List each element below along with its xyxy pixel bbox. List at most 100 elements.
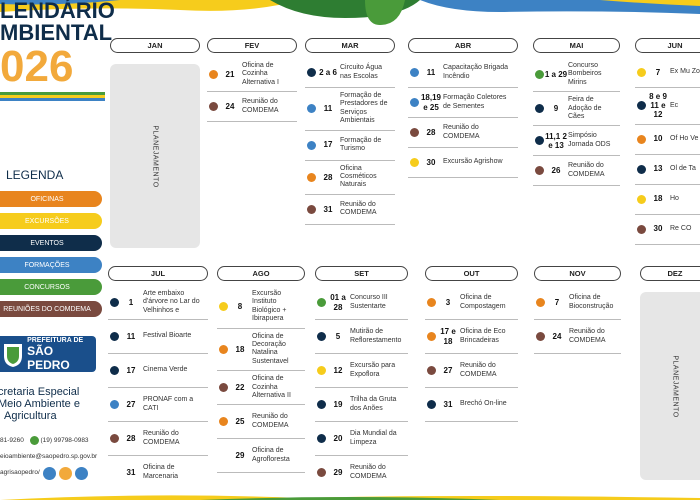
event-dot bbox=[307, 140, 316, 150]
month-header: JUL bbox=[108, 266, 208, 281]
event-day: 01 a 28 bbox=[330, 293, 346, 312]
event-dot bbox=[317, 332, 326, 341]
title-line: LENDÁRIO bbox=[0, 0, 115, 23]
month-events: 2 a 6 Circuito Água nas Escolas 11 Formação… bbox=[305, 58, 395, 252]
logo-line: SÃO PEDRO bbox=[27, 343, 70, 372]
event-day: 18 bbox=[653, 194, 663, 204]
event: 22 Oficina de Cozinha Alternativa II bbox=[217, 371, 305, 406]
event: 18,19 e 25 Formação Coletores de Sementes bbox=[408, 88, 518, 118]
event-day: 1 bbox=[128, 297, 134, 307]
legend-title: LEGENDA bbox=[6, 168, 64, 182]
event-day: 29 bbox=[235, 451, 245, 461]
event-dot bbox=[219, 383, 228, 393]
event: 17 Cinema Verde bbox=[108, 354, 208, 389]
event: 27 Reunião do COMDEMA bbox=[425, 354, 518, 388]
event-text: Excursão Agrishow bbox=[443, 158, 503, 166]
stripe bbox=[0, 92, 105, 95]
month-header: MAI bbox=[533, 38, 620, 53]
event-text: Brechó On-line bbox=[460, 400, 507, 408]
event-text: Cinema Verde bbox=[143, 366, 188, 374]
event-text: Formação de Prestadores de Serviços Ambi… bbox=[340, 92, 388, 125]
event-text: Oficina de Compostagem bbox=[460, 294, 506, 310]
event-day: 30 bbox=[653, 224, 663, 234]
event-day: 8 bbox=[237, 302, 243, 312]
event-dot bbox=[317, 298, 326, 307]
event: 1 a 29 Concurso Bombeiros Mirins bbox=[533, 58, 620, 93]
event-text: Ec bbox=[670, 101, 679, 109]
event-dot bbox=[410, 158, 419, 167]
event: 11 Festival Bioarte bbox=[108, 320, 208, 355]
event-day: 25 bbox=[235, 417, 245, 427]
event: 5 Mutirão de Reflorestamento bbox=[315, 320, 408, 354]
event-day: 18 bbox=[235, 344, 245, 354]
event-dot bbox=[536, 298, 545, 307]
department-line: Meio Ambiente e bbox=[0, 398, 80, 410]
event-dot bbox=[110, 298, 119, 308]
department-line: cretaria Especial bbox=[0, 386, 80, 398]
event: 13 Ol de Ta bbox=[635, 155, 700, 185]
month-header: SET bbox=[315, 266, 408, 281]
legend-item: EVENTOS bbox=[0, 235, 102, 251]
event-text: Formação de Turismo bbox=[340, 136, 382, 153]
event-dot bbox=[307, 104, 316, 114]
event-dot bbox=[219, 302, 228, 312]
month-events: 1 Arte embaixo d'árvore no Lar do Velhinh… bbox=[108, 286, 208, 484]
top-decoration bbox=[0, 0, 700, 25]
event-day: 27 bbox=[126, 400, 136, 410]
month-header: FEV bbox=[207, 38, 297, 53]
event-day: 17 bbox=[126, 366, 136, 376]
event-dot bbox=[110, 468, 119, 478]
month-header: MAR bbox=[305, 38, 395, 53]
event: 18 Oficina de Decoração Natalina Sustenta… bbox=[217, 329, 305, 372]
title-line: MBIENTAL bbox=[0, 20, 113, 45]
event-dot bbox=[536, 332, 545, 341]
event-day: 8 e 9 11 e 12 bbox=[649, 92, 667, 120]
event-text: PRONAF com a CATI bbox=[143, 396, 194, 412]
event: 11 Capacitação Brigada Incêndio bbox=[408, 58, 518, 88]
event-text: Reunião do COMDEMA bbox=[569, 328, 606, 344]
event: 19 Trilha da Gruta dos Anões bbox=[315, 388, 408, 422]
event-text: Re CO bbox=[670, 224, 692, 232]
event-day: 9 bbox=[553, 104, 559, 114]
social-icon[interactable] bbox=[74, 466, 88, 480]
planning-label: PLANEJAMENTO bbox=[151, 124, 159, 188]
event: 31 Brechó On-line bbox=[425, 388, 518, 422]
event-day: 28 bbox=[323, 172, 333, 182]
event: 8 e 9 11 e 12 Ec bbox=[635, 88, 700, 125]
social-icon[interactable] bbox=[58, 466, 72, 480]
event-day: 24 bbox=[552, 331, 562, 341]
contacts: 81-9260 (19) 99798-0983 eioambiente@saop… bbox=[0, 433, 105, 481]
event-dot bbox=[637, 164, 646, 174]
event: 28 Oficina Cosméticos Naturais bbox=[305, 161, 395, 195]
event: 28 Reunião do COMDEMA bbox=[408, 118, 518, 148]
event-day: 7 bbox=[554, 297, 560, 307]
event: 26 Reunião do COMDEMA bbox=[533, 156, 620, 187]
event-day: 10 bbox=[653, 134, 663, 144]
social-icon[interactable] bbox=[42, 466, 56, 480]
month-events: 3 Oficina de Compostagem 17 e 18 Oficina de… bbox=[425, 286, 518, 484]
event-dot bbox=[535, 70, 544, 80]
event: 29 Reunião do COMDEMA bbox=[315, 456, 408, 484]
department-line: Agricultura bbox=[4, 410, 57, 422]
event-text: Reunião do COMDEMA bbox=[443, 124, 480, 140]
event-day: 3 bbox=[445, 297, 451, 307]
event-day: 19 bbox=[333, 399, 343, 409]
event-dot bbox=[427, 332, 436, 341]
event-dot bbox=[317, 434, 326, 443]
event: 21 Oficina de Cozinha Alternativa I bbox=[207, 58, 297, 93]
event-text: Reunião do COMDEMA bbox=[340, 200, 377, 217]
logo: PREFEITURA DE SÃO PEDRO bbox=[0, 336, 96, 372]
event-dot bbox=[410, 128, 419, 137]
event-day: 26 bbox=[551, 166, 561, 176]
event-text: Oficina de Cozinha Alternativa II bbox=[252, 375, 291, 399]
event: 2 a 6 Circuito Água nas Escolas bbox=[305, 58, 395, 88]
legend-item: CONCURSOS bbox=[0, 279, 102, 295]
event-dot bbox=[427, 298, 436, 307]
event-day: 31 bbox=[443, 399, 453, 409]
event: 24 Reunião do COMDEMA bbox=[207, 92, 297, 123]
event-dot bbox=[110, 366, 119, 376]
title-year: 026 bbox=[0, 42, 74, 91]
event: 01 a 28 Concurso III Sustentarte bbox=[315, 286, 408, 320]
